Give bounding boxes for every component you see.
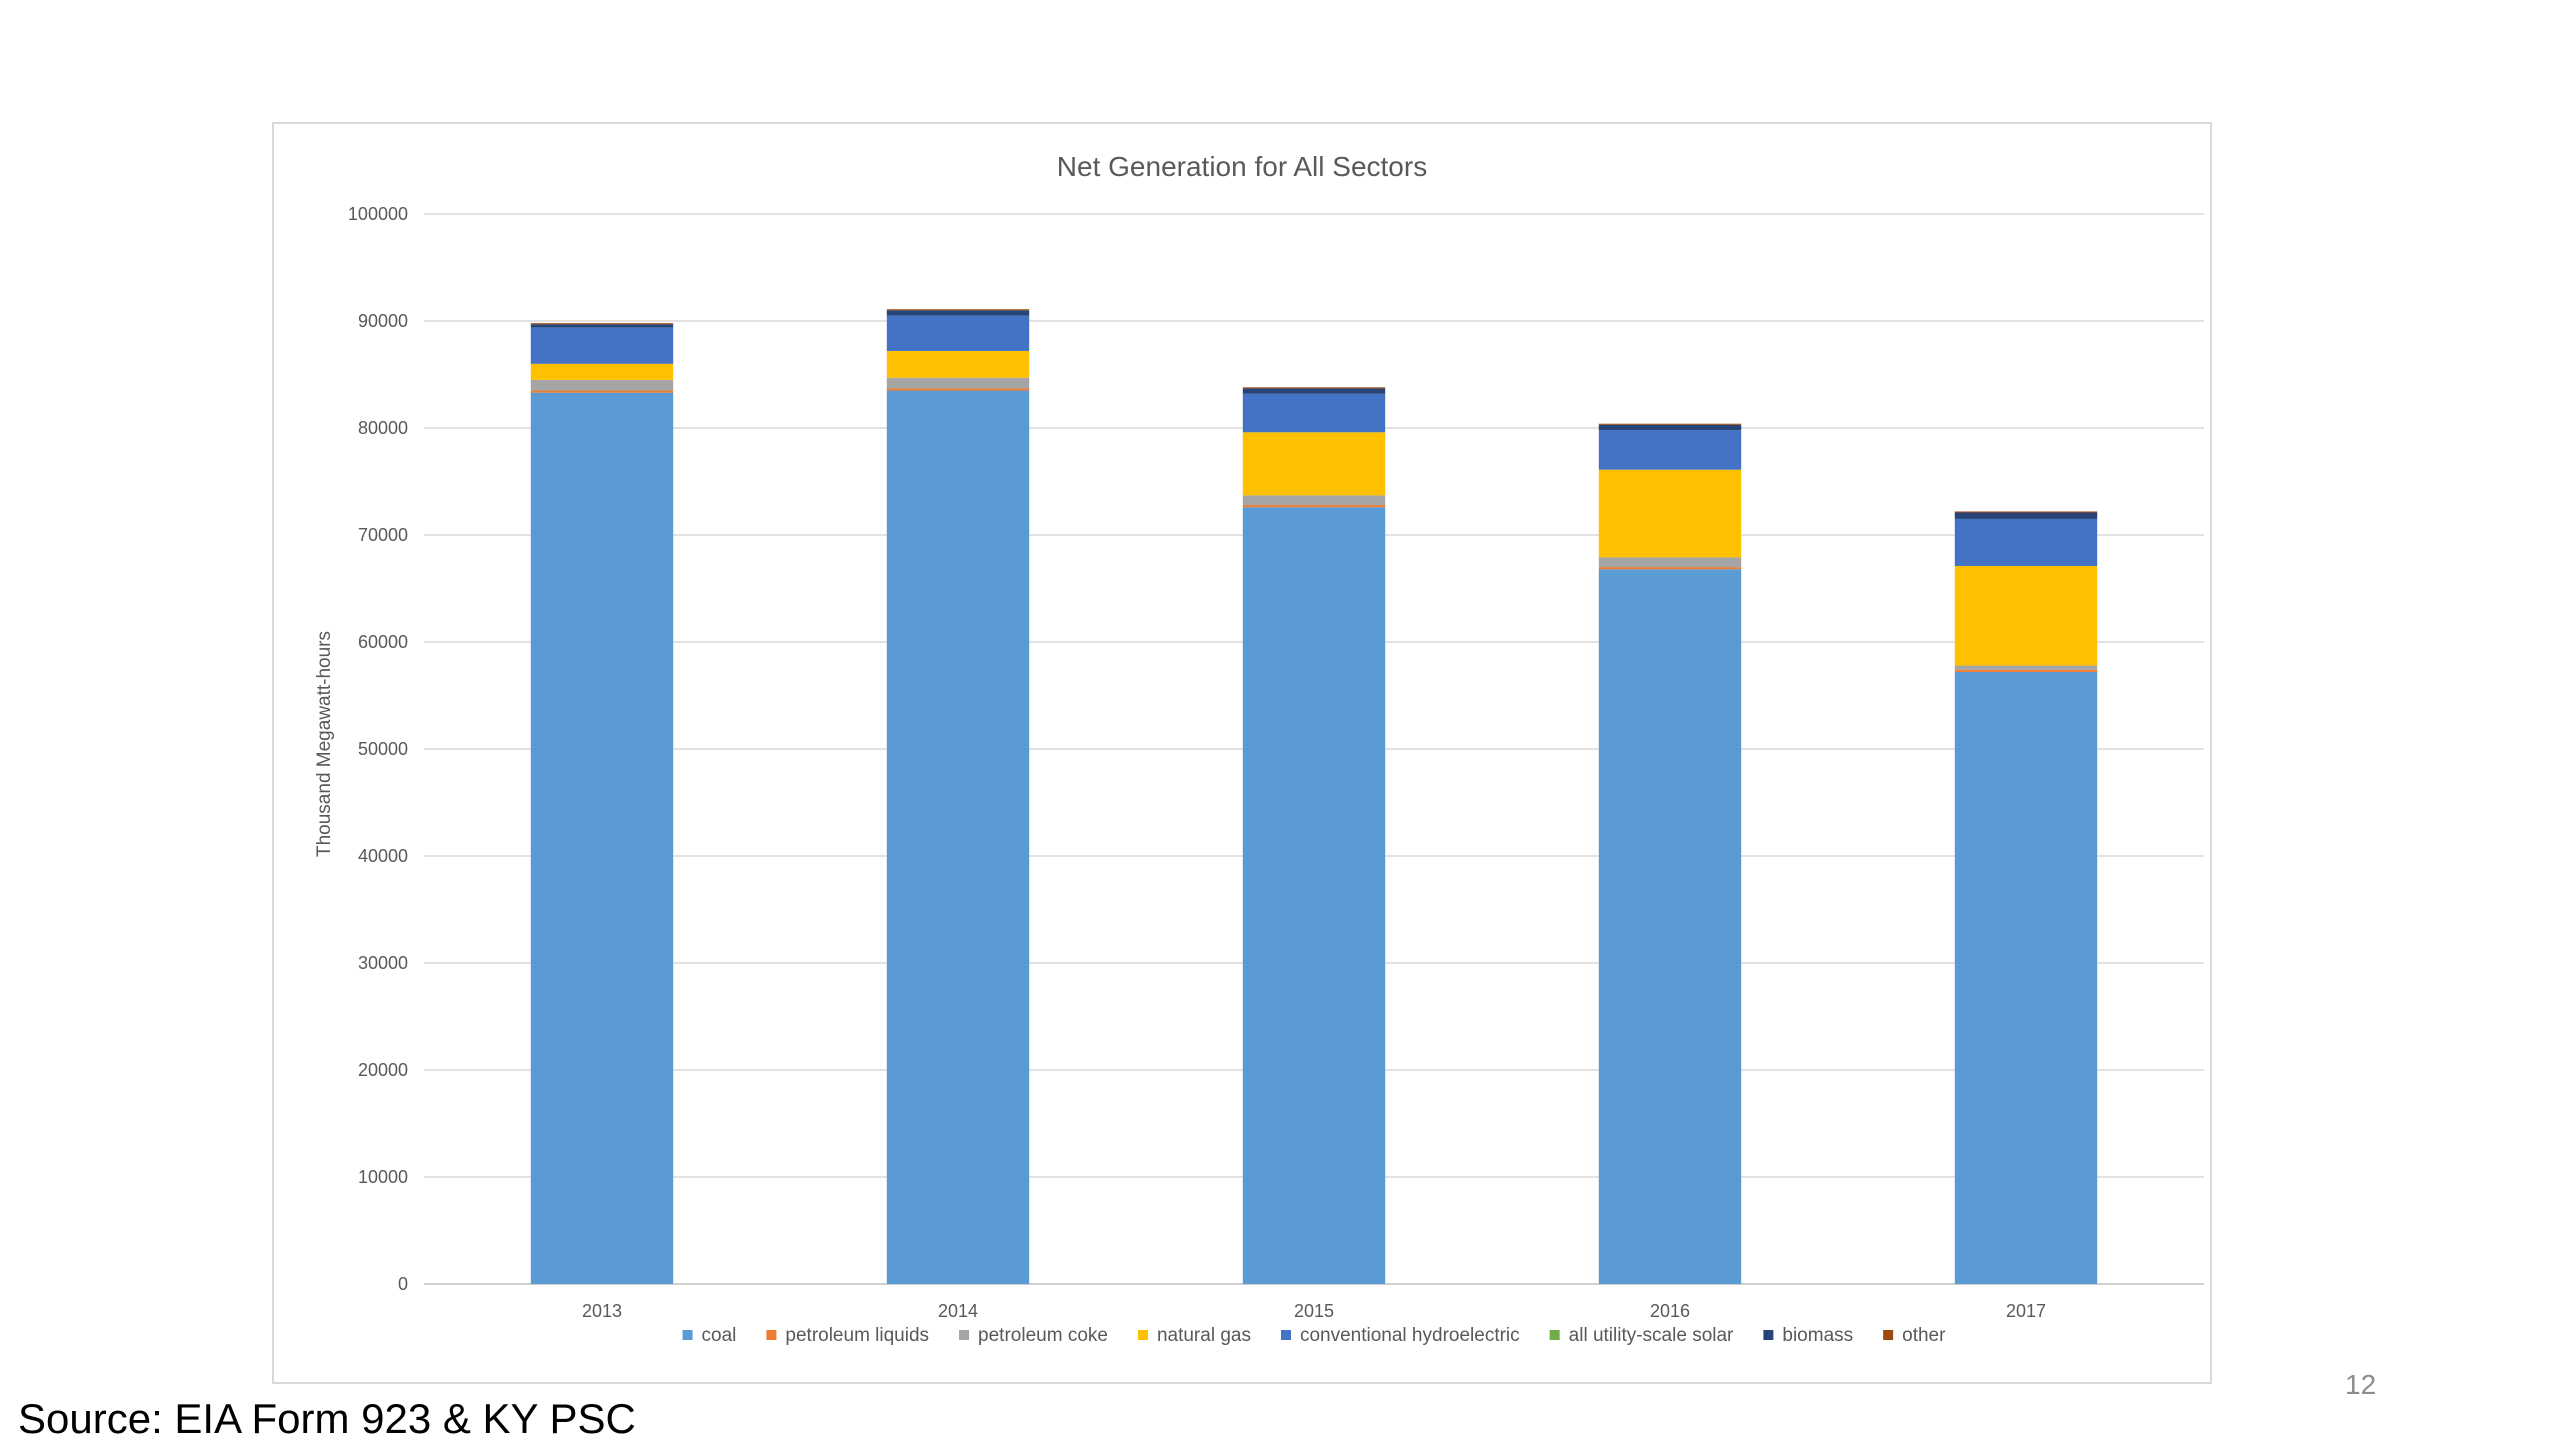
legend-label: petroleum liquids [785,1325,929,1346]
bar-segment-petroleum-liquids [1954,669,2098,672]
y-tick-label: 60000 [358,632,408,652]
bar-segment-other [530,323,674,325]
y-tick-label: 10000 [358,1167,408,1187]
x-tick-label: 2016 [1650,1301,1690,1321]
bar-segment-coal [886,390,1030,1284]
bar-segment-biomass [886,310,1030,316]
legend-item: petroleum coke [959,1325,1108,1346]
legend-swatch [959,1330,970,1340]
legend-item: natural gas [1137,1325,1251,1346]
y-tick-label: 70000 [358,525,408,545]
bar-segment-petroleum-liquids [886,388,1030,391]
legend-item: biomass [1763,1325,1853,1346]
bar-segment-petroleum-coke [530,379,674,391]
bar-segment-biomass [1242,388,1386,394]
legend-item: coal [682,1325,737,1346]
legend-swatch [1137,1330,1148,1340]
y-tick-label: 40000 [358,846,408,866]
legend-label: conventional hydroelectric [1300,1325,1520,1346]
y-tick-label: 0 [398,1274,408,1294]
x-tick-label: 2015 [1294,1301,1334,1321]
y-tick-label: 90000 [358,311,408,331]
bar-segment-conventional-hydroelectric [886,315,1030,351]
chart-title: Net Generation for All Sectors [1057,151,1427,182]
legend-item: petroleum liquids [766,1325,929,1346]
bar-segment-other [1242,387,1386,389]
legend-swatch [1883,1330,1894,1340]
legend-item: other [1883,1325,1946,1346]
x-tick-label: 2014 [938,1301,978,1321]
legend-label: other [1902,1325,1946,1346]
bar-segment-petroleum-coke [1954,665,2098,670]
legend-swatch [766,1330,777,1340]
bar-segment-other [886,309,1030,311]
legend-label: coal [702,1325,737,1346]
bar-segment-other [1598,423,1742,425]
bar-segment-coal [1954,671,2098,1284]
bar-segment-coal [530,392,674,1284]
bars [530,309,2098,1284]
chart-frame: Net Generation for All Sectors Thousand … [272,122,2212,1384]
y-tick-label: 80000 [358,418,408,438]
bar-segment-natural-gas [1598,469,1742,558]
bar-segment-petroleum-liquids [1242,505,1386,508]
legend-label: all utility-scale solar [1569,1325,1734,1346]
source-note: Source: EIA Form 923 & KY PSC [18,1395,636,1442]
legend-swatch [682,1330,693,1340]
bar-segment-petroleum-liquids [530,390,674,393]
x-tick-label: 2017 [2006,1301,2046,1321]
bar-segment-petroleum-coke [1242,495,1386,506]
bar-segment-coal [1598,569,1742,1284]
bar-segment-conventional-hydroelectric [530,327,674,364]
bar-segment-petroleum-liquids [1598,567,1742,570]
bar-segment-natural-gas [886,350,1030,378]
bar-segment-petroleum-coke [886,377,1030,389]
legend-swatch [1280,1330,1291,1340]
y-tick-label: 50000 [358,739,408,759]
bar-segment-biomass [1598,424,1742,431]
y-tick-label: 20000 [358,1060,408,1080]
legend-swatch [1549,1330,1560,1340]
bar-segment-conventional-hydroelectric [1954,518,2098,567]
bar-segment-petroleum-coke [1598,557,1742,568]
bar-segment-natural-gas [1242,432,1386,496]
legend: coal petroleum liquids petroleum coke natur… [682,1325,1946,1346]
y-axis-ticks: 0 10000 20000 30000 40000 50000 60000 70000 8000… [348,204,408,1294]
y-tick-label: 30000 [358,953,408,973]
legend-label: petroleum coke [978,1325,1108,1346]
y-tick-label: 100000 [348,204,408,224]
x-tick-label: 2013 [582,1301,622,1321]
bar-segment-biomass [1954,512,2098,519]
legend-swatch [1763,1330,1774,1340]
bar-segment-natural-gas [530,363,674,380]
bar-segment-biomass [530,324,674,328]
bar-segment-conventional-hydroelectric [1598,430,1742,470]
legend-item: all utility-scale solar [1549,1325,1734,1346]
legend-label: biomass [1782,1325,1853,1346]
legend-item: conventional hydroelectric [1280,1325,1520,1346]
stacked-bar-chart: Net Generation for All Sectors Thousand … [314,151,2204,1346]
x-axis-ticks: 2013 2014 2015 2016 2017 [582,1301,2046,1321]
bar-segment-natural-gas [1954,566,2098,666]
bar-segment-coal [1242,507,1386,1284]
bar-segment-conventional-hydroelectric [1242,393,1386,433]
legend-label: natural gas [1157,1325,1251,1346]
slide-number: 12 [2345,1369,2377,1400]
bar-segment-other [1954,511,2098,513]
y-axis-title: Thousand Megawatt-hours [314,631,335,857]
